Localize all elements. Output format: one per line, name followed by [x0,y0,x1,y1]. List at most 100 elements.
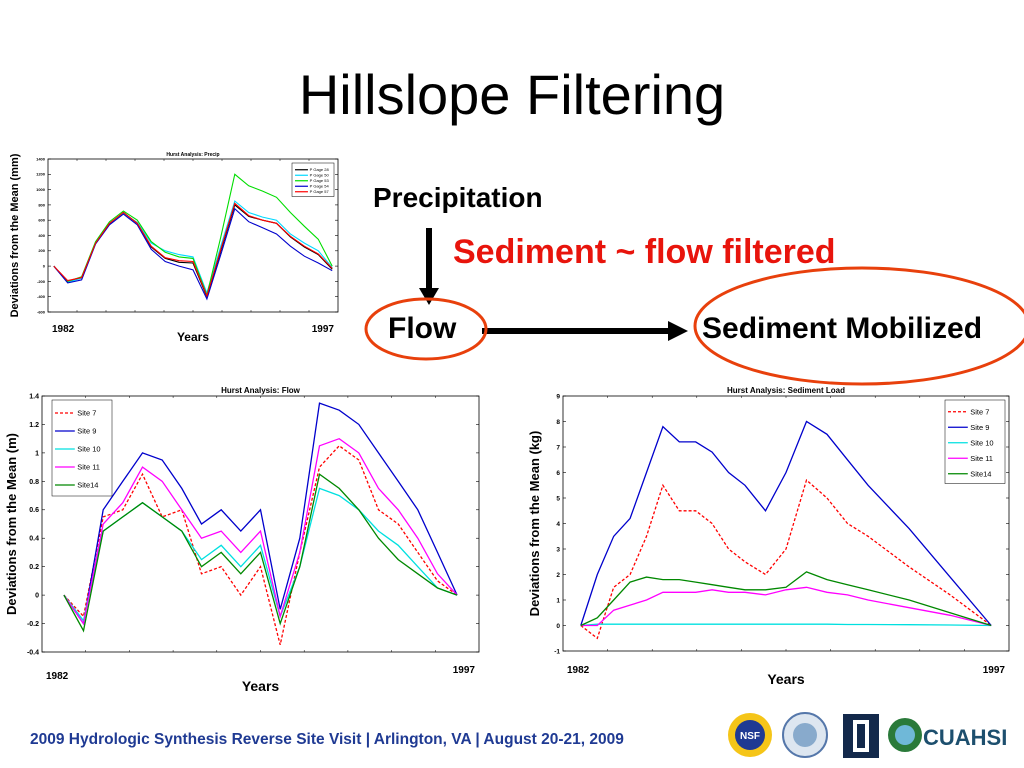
legend-label: P Gage 54 [310,184,330,189]
chart-title: Hurst Analysis: Precip [166,152,219,158]
sponsor-logos: NSF CUAHSI [728,712,1007,758]
series-line-p-gage-54 [53,207,333,301]
x-start-year-label: 1982 [46,671,69,682]
y-tick-label: 0.6 [29,507,39,514]
y-tick-label: -1 [554,648,560,655]
series-line-p-gage-53 [53,173,333,298]
svg-text:NSF: NSF [740,731,760,742]
y-tick-label: 600 [38,218,45,223]
y-tick-label: 0.8 [29,479,39,486]
sediment-chart-svg: Hurst Analysis: Sediment Load -1 0 1 2 3 4 5 6 7 8… [527,386,1010,687]
legend-label: Site 7 [970,407,989,416]
y-tick-label: 0.4 [29,536,39,543]
sediment-filtered-label: Sediment ~ flow filtered [453,233,836,271]
cuahsi-logo: CUAHSI [888,718,1007,752]
y-tick-label: 800 [38,202,45,207]
y-tick-label: 1400 [36,156,46,161]
sediment-mobilized-label: Sediment Mobilized [702,312,983,345]
series-line-site-7 [580,478,992,640]
flow-right-arrowhead [668,321,688,341]
sediment-highlight-ellipse [693,266,1024,386]
legend-label: Site 7 [77,409,96,418]
y-tick-label: 2 [556,572,560,579]
slide-title: Hillslope Filtering [298,63,726,126]
flow-chart: Hurst Analysis: Flow -0.4 -0.2 0 0.2 0.4 0.6 0.… [2,380,502,700]
y-tick-label: 6 [556,470,560,477]
x-end-year-label: 1997 [312,324,335,335]
y-tick-label: 200 [38,248,45,253]
legend-box [291,162,335,197]
series-line-site14 [63,473,458,633]
legend-label: P Gage 53 [310,178,330,183]
globe-logo [782,712,828,758]
flow-label: Flow [388,312,457,345]
flow-highlight-ellipse [364,297,488,361]
precipitation-label: Precipitation [373,182,543,213]
legend-label: Site 11 [970,454,993,463]
x-start-year-label: 1982 [52,324,75,335]
y-tick-label: 1.4 [29,393,39,400]
flow-diagram-arrows [364,228,1024,386]
legend-box [51,399,113,497]
series-line-p-gage-57 [53,202,333,298]
x-axis-label: Years [177,330,209,344]
y-axis-label: Deviations from the Mean (m) [4,433,19,615]
x-axis-label: Years [767,671,805,687]
x-axis-label: Years [242,678,280,694]
svg-text:CUAHSI: CUAHSI [923,725,1007,750]
y-tick-label: 0 [35,593,39,600]
x-start-year-label: 1982 [567,665,590,676]
y-axis-label: Deviations from the Mean (kg) [527,431,542,617]
series-line-site14 [580,571,992,627]
y-tick-label: 1 [35,450,39,457]
precip-chart: Hurst Analysis: Precip -600 -400 -200 0 200 40… [8,125,353,350]
legend-label: Site 10 [77,445,100,454]
y-tick-label: 5 [556,495,560,502]
legend-label: P Gage 50 [310,173,330,178]
y-tick-label: 0 [43,264,46,269]
x-end-year-label: 1997 [453,665,476,676]
y-tick-label: 1.2 [29,422,39,429]
illinois-logo [843,714,879,758]
y-axis-label: Deviations from the Mean (mm) [9,153,21,317]
y-tick-label: 1 [556,597,560,604]
y-tick-label: -400 [37,294,46,299]
sediment-chart: Hurst Analysis: Sediment Load -1 0 1 2 3 4 5 6 7 8… [526,380,1020,700]
chart-title: Hurst Analysis: Flow [221,386,301,395]
precip-down-arrowhead [419,288,439,305]
legend-label: Site 9 [970,423,989,432]
y-tick-label: -600 [37,309,46,314]
flow-chart-svg: Hurst Analysis: Flow -0.4 -0.2 0 0.2 0.4 0.6 0.… [4,386,480,694]
legend-label: Site14 [77,481,98,490]
y-tick-label: 400 [38,233,45,238]
y-tick-label: 4 [556,521,560,528]
x-end-year-label: 1997 [983,665,1006,676]
series-line-site-11 [580,586,992,627]
y-tick-label: 1200 [36,172,46,177]
legend-label: Site 10 [970,438,993,447]
legend-label: Site14 [970,469,991,478]
footer-text: 2009 Hydrologic Synthesis Reverse Site V… [30,731,624,748]
y-tick-label: -0.2 [27,621,39,628]
legend-label: P Gage 57 [310,189,330,194]
y-tick-label: -200 [37,279,46,284]
legend-label: Site 11 [77,463,100,472]
nsf-logo: NSF [728,713,772,757]
legend-box [944,399,1006,484]
precip-chart-svg: Hurst Analysis: Precip -600 -400 -200 0 200 40… [9,152,339,344]
chart-title: Hurst Analysis: Sediment Load [727,386,845,395]
y-tick-label: 9 [556,393,560,400]
series-line-site-9 [63,402,458,626]
y-tick-label: -0.4 [27,649,39,656]
y-tick-label: 3 [556,546,560,553]
legend-label: Site 9 [77,427,96,436]
y-tick-label: 7 [556,444,560,451]
y-tick-label: 1000 [36,187,46,192]
y-tick-label: 0.2 [29,564,39,571]
y-tick-label: 0 [556,623,560,630]
series-line-site-9 [580,420,992,626]
y-tick-label: 8 [556,419,560,426]
series-line-site-11 [63,437,458,626]
legend-label: P Gage 28 [310,167,330,172]
plot-area [41,395,480,653]
